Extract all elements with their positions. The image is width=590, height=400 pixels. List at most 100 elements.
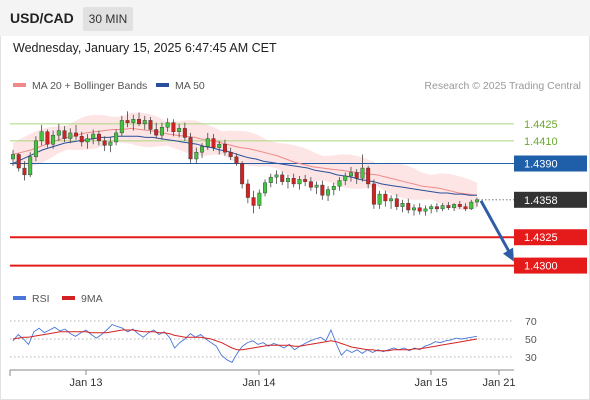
candle-body — [39, 131, 44, 142]
rsi-tick-label: 50 — [525, 334, 537, 346]
support-tag — [514, 257, 587, 274]
candle-body — [308, 181, 313, 188]
candle-body — [148, 120, 153, 130]
candle-body — [406, 203, 411, 211]
rsi-ma-swatch — [62, 296, 75, 301]
candle-body — [240, 163, 245, 185]
candle-body — [91, 133, 96, 139]
candle-body — [33, 140, 38, 157]
candle-body — [182, 128, 187, 138]
legend-rsi-label: RSI — [32, 293, 50, 305]
candle-body — [268, 176, 273, 183]
candle-body — [159, 127, 164, 136]
candle-body — [16, 154, 21, 169]
forecast-arrow-head — [503, 247, 514, 262]
candle-body — [79, 136, 84, 143]
candle-body — [56, 130, 61, 136]
candle-body — [154, 129, 159, 136]
candle-body — [28, 156, 33, 176]
candle-body — [194, 151, 199, 160]
candle-body — [102, 140, 107, 146]
candle-body — [119, 120, 124, 134]
candle-body — [263, 182, 268, 194]
candle-body — [68, 132, 73, 139]
x-tick-label: Jan 21 — [482, 377, 515, 389]
rsi-tick-label: 70 — [525, 316, 537, 328]
candle-body — [389, 198, 394, 202]
candle-body — [62, 130, 67, 139]
candle-body — [417, 207, 422, 212]
pivot-label: 1.4390 — [524, 159, 558, 171]
candle-body — [234, 156, 239, 164]
legend-rsi-ma: 9MA — [62, 293, 103, 305]
candle-body — [131, 119, 136, 123]
datetime-label: Wednesday, January 15, 2025 6:47:45 AM C… — [13, 41, 277, 55]
last-price-tag — [514, 191, 587, 208]
legend-rsi: RSI — [13, 293, 50, 305]
candle-body — [45, 131, 50, 145]
candle-body — [200, 146, 205, 153]
x-tick-label: Jan 14 — [242, 377, 275, 389]
candle-body — [429, 206, 434, 210]
last-price-label: 1.4358 — [524, 195, 558, 207]
candle-body — [177, 128, 182, 132]
candle-body — [475, 199, 479, 203]
candle-body — [96, 133, 101, 142]
ma20-swatch — [13, 83, 26, 88]
candle-body — [366, 167, 371, 185]
timeframe-button[interactable]: 30 MIN — [83, 7, 133, 31]
candle-body — [320, 184, 325, 196]
candle-body — [125, 120, 130, 123]
candle-body — [412, 207, 416, 211]
candle-body — [137, 119, 142, 125]
candle-body — [188, 137, 193, 160]
ma50-line — [12, 135, 477, 196]
legend-ma20-label: MA 20 + Bollinger Bands — [32, 80, 148, 92]
candle-body — [400, 203, 405, 207]
bollinger-bands — [13, 112, 477, 210]
candle-body — [377, 193, 382, 205]
support-label: 1.4325 — [524, 232, 558, 244]
candle-body — [280, 174, 285, 182]
rsi-tick-label: 30 — [525, 352, 537, 364]
candle-body — [314, 184, 319, 188]
legend-ma50: MA 50 — [156, 80, 205, 92]
candle-body — [228, 151, 233, 157]
candle-body — [22, 167, 27, 176]
candle-body — [331, 185, 336, 190]
support-label: 1.4300 — [524, 261, 558, 273]
candle-body — [423, 208, 428, 212]
candle-body — [446, 205, 451, 208]
candle-body — [245, 183, 250, 198]
support-tag — [514, 229, 587, 246]
candle-body — [452, 204, 457, 208]
pivot-tag — [514, 155, 587, 172]
candle-body — [285, 178, 290, 182]
rsi-ma-line — [12, 329, 478, 352]
candle-body — [51, 134, 56, 145]
symbol-label: USD/CAD — [10, 10, 74, 26]
candle-body — [434, 206, 439, 210]
legend-rsi-ma-label: 9MA — [81, 293, 103, 305]
candle-body — [257, 192, 262, 206]
x-tick-label: Jan 15 — [414, 377, 447, 389]
candle-body — [371, 183, 376, 205]
candle-body — [383, 193, 388, 202]
legend-ma50-label: MA 50 — [175, 80, 205, 92]
rsi-swatch — [13, 296, 26, 301]
candle-body — [11, 154, 15, 160]
candle-body — [297, 179, 302, 185]
candle-body — [85, 138, 90, 143]
ma20-line — [12, 127, 478, 196]
candle-body — [211, 138, 216, 148]
candle-body — [291, 178, 296, 185]
candle-body — [337, 180, 342, 187]
candle-body — [394, 198, 399, 207]
candle-body — [222, 144, 227, 153]
candle-body — [360, 167, 365, 179]
candle-body — [251, 197, 256, 206]
candle-body — [171, 122, 176, 132]
header-bar: USD/CAD 30 MIN — [0, 0, 590, 36]
legend-ma20: MA 20 + Bollinger Bands — [13, 80, 147, 92]
